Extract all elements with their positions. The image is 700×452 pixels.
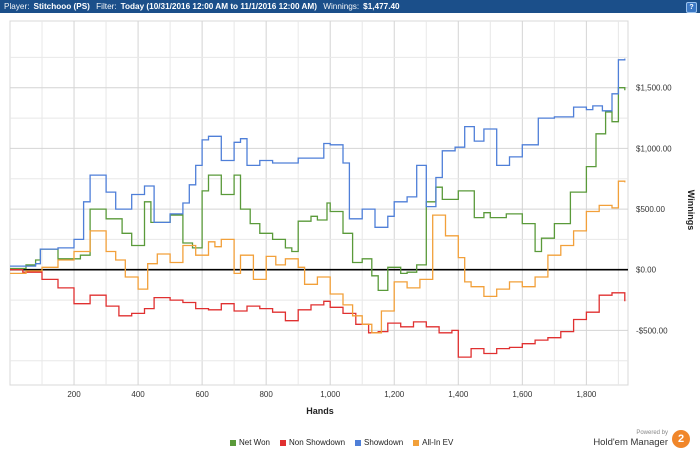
legend-label: Showdown bbox=[364, 438, 404, 447]
y-axis-title: Winnings bbox=[686, 190, 696, 230]
player-value[interactable]: Stitchooo (PS) bbox=[33, 2, 90, 11]
x-tick-label: 800 bbox=[259, 390, 273, 399]
legend-item[interactable]: All-In EV bbox=[413, 438, 453, 447]
filter-label: Filter: bbox=[96, 2, 117, 11]
x-axis-title: Hands bbox=[306, 406, 334, 416]
series-line-all-in-ev bbox=[10, 180, 626, 334]
filter-value[interactable]: Today (10/31/2016 12:00 AM to 11/1/2016 … bbox=[120, 2, 317, 11]
x-tick-label: 400 bbox=[131, 390, 145, 399]
series-line-showdown bbox=[10, 58, 626, 267]
x-tick-label: 1,800 bbox=[576, 390, 597, 399]
branding: Powered by Hold'em Manager 2 bbox=[584, 430, 694, 450]
brand-name: Hold'em Manager bbox=[593, 437, 668, 448]
legend-item[interactable]: Non Showdown bbox=[279, 438, 346, 447]
series-line-non-showdown bbox=[10, 269, 626, 358]
plot-area bbox=[9, 20, 629, 386]
x-tick-labels: 200 400 600 800 1,000 1,200 1,400 1,600 1,800 bbox=[67, 390, 597, 399]
legend-swatch bbox=[279, 439, 286, 446]
x-tick-label: 200 bbox=[67, 390, 81, 399]
y-tick-labels: $1,500.00 $1,000.00 $500.00 $0.00 -$500.00 bbox=[636, 84, 672, 336]
legend-item[interactable]: Net Won bbox=[230, 438, 270, 447]
series-lines bbox=[10, 58, 626, 358]
report-header-bar: Player: Stitchooo (PS) Filter: Today (10/3… bbox=[0, 0, 700, 13]
winnings-label: Winnings: bbox=[323, 2, 360, 11]
x-tick-label: 600 bbox=[195, 390, 209, 399]
legend-swatch bbox=[413, 439, 420, 446]
x-tick-label: 1,400 bbox=[448, 390, 469, 399]
x-tick-label: 1,200 bbox=[384, 390, 405, 399]
legend-label: All-In EV bbox=[422, 438, 454, 447]
powered-by-text: Powered by bbox=[636, 430, 668, 436]
y-tick-label: $1,000.00 bbox=[636, 144, 672, 153]
brand-logo-icon: 2 bbox=[672, 430, 690, 448]
legend: Net Won Non Showdown Showdown All-In EV bbox=[230, 438, 463, 447]
y-tick-label: $0.00 bbox=[636, 266, 657, 275]
x-tick-label: 1,000 bbox=[320, 390, 341, 399]
legend-label: Non Showdown bbox=[288, 438, 346, 447]
winnings-value: $1,477.40 bbox=[363, 2, 400, 11]
player-label: Player: bbox=[4, 2, 30, 11]
x-tick-label: 1,600 bbox=[512, 390, 533, 399]
legend-item[interactable]: Showdown bbox=[355, 438, 403, 447]
series-line-net-won bbox=[10, 87, 626, 292]
y-tick-label: -$500.00 bbox=[636, 326, 668, 335]
legend-swatch bbox=[355, 439, 362, 446]
legend-swatch bbox=[230, 439, 236, 446]
y-tick-label: $500.00 bbox=[636, 205, 665, 214]
legend-label: Net Won bbox=[239, 438, 270, 447]
y-tick-label: $1,500.00 bbox=[636, 84, 672, 93]
help-icon[interactable]: ? bbox=[686, 2, 697, 13]
